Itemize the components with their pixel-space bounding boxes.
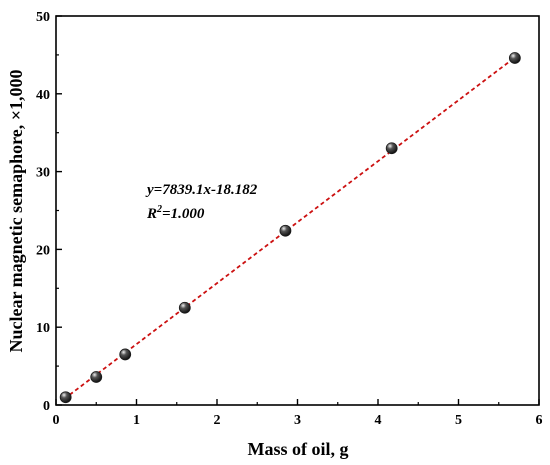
axes: 0 1 2 3 4 5 6 0 10 20 30 40 50 [36,10,543,428]
y-tick-label: 40 [36,88,50,103]
plot-frame [55,15,540,406]
data-point [90,371,103,383]
x-tick-label: 3 [294,413,301,428]
data-point [59,391,72,404]
y-tick-label: 0 [43,399,50,414]
x-tick-label: 5 [455,413,462,428]
x-tick-label: 6 [536,413,543,428]
x-tick-label: 2 [214,413,221,428]
x-tick-label: 1 [133,413,140,428]
y-tick-label: 50 [36,10,50,25]
data-point [385,142,398,155]
x-tick-label: 0 [53,413,60,428]
y-axis-title: Nuclear magnetic semaphore, ×1,000 [6,69,26,352]
y-tick-label: 30 [36,166,50,181]
fit-equation: y=7839.1x-18.182 [145,182,258,198]
r-squared-label: R2=1.000 [146,204,205,222]
x-axis-title: Mass of oil, g [248,439,349,459]
data-point [119,348,132,361]
fit-line [63,53,520,400]
y-tick-label: 10 [36,321,50,336]
y-tick-label: 20 [36,243,50,258]
x-tick-label: 4 [375,413,382,428]
plot-marks [59,52,521,404]
data-point [508,52,521,64]
data-point [178,301,191,314]
data-point [279,224,292,237]
